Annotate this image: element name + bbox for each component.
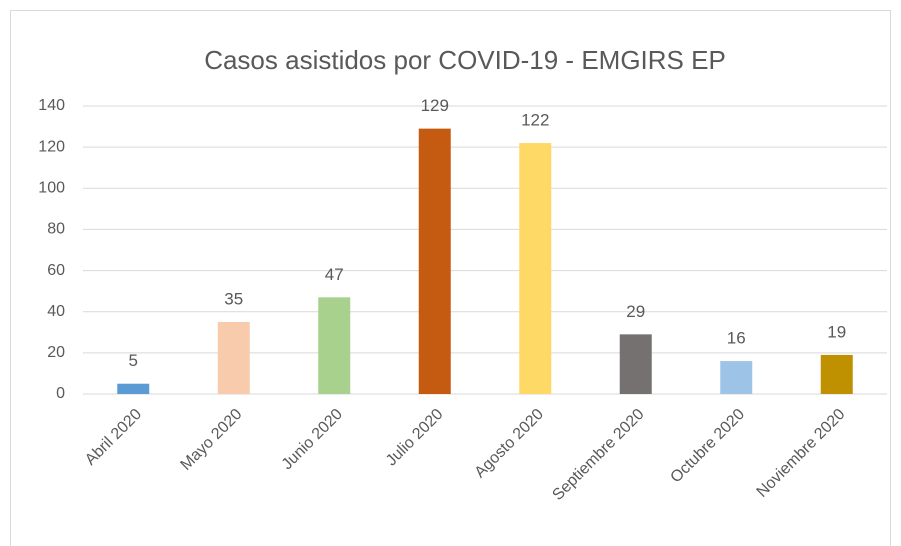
data-label: 5: [129, 351, 138, 370]
bar: [418, 128, 451, 394]
bar: [117, 383, 150, 394]
y-tick-label: 120: [38, 138, 65, 155]
y-tick-label: 0: [56, 385, 65, 402]
bar: [519, 143, 552, 394]
bar: [217, 322, 250, 394]
bar: [318, 297, 351, 394]
bar: [619, 334, 652, 394]
data-label: 47: [325, 265, 344, 284]
data-label: 16: [727, 329, 746, 348]
y-tick-label: 80: [47, 221, 65, 238]
y-tick-label: 20: [47, 344, 65, 361]
data-label: 35: [224, 289, 243, 308]
data-label: 129: [421, 96, 449, 115]
chart-title: Casos asistidos por COVID-19 - EMGIRS EP: [204, 45, 726, 75]
data-label: 19: [827, 322, 846, 341]
data-label: 29: [626, 302, 645, 321]
bar: [820, 354, 853, 394]
data-label: 122: [521, 111, 549, 130]
y-tick-label: 100: [38, 180, 65, 197]
y-tick-label: 40: [47, 303, 65, 320]
y-tick-label: 60: [47, 262, 65, 279]
y-tick-label: 140: [38, 97, 65, 114]
bar: [720, 361, 753, 394]
